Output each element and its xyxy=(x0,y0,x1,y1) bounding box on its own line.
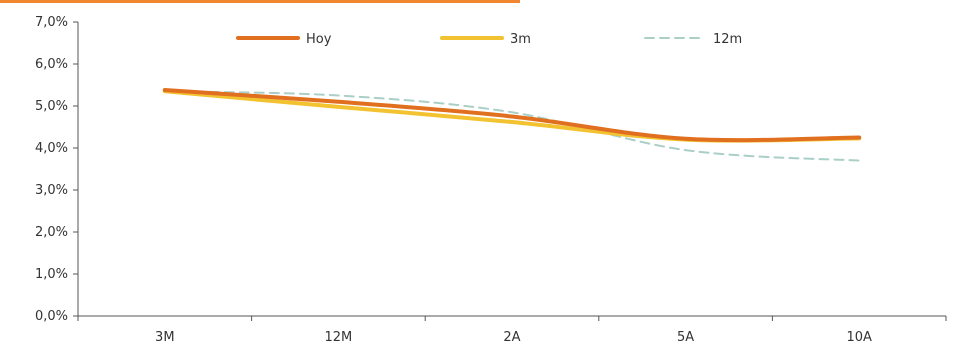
x-tick-label: 5A xyxy=(677,330,694,345)
y-tick-label: 2,0% xyxy=(35,225,68,240)
y-tick-label: 4,0% xyxy=(35,141,68,156)
x-tick-label: 10A xyxy=(846,330,872,345)
series-lines xyxy=(162,88,862,162)
y-tick-label: 7,0% xyxy=(35,15,68,30)
x-tick-label: 12M xyxy=(325,330,353,345)
x-tick-label: 2A xyxy=(503,330,520,345)
y-axis-ticks: 0,0% 1,0% 2,0% 3,0% 4,0% 5,0% 6,0% 7,0% xyxy=(35,15,78,324)
y-tick-label: 5,0% xyxy=(35,99,68,114)
y-tick-label: 0,0% xyxy=(35,309,68,324)
legend-label-12m: 12m xyxy=(713,32,742,47)
legend-label-3m: 3m xyxy=(510,32,531,47)
series-line-hoy xyxy=(162,88,862,143)
y-tick-label: 6,0% xyxy=(35,57,68,72)
axes xyxy=(77,22,946,317)
x-tick-label: 3M xyxy=(155,330,175,345)
x-axis-ticks: 3M 12M 2A 5A 10A xyxy=(77,316,947,345)
series-line-12m xyxy=(163,90,861,162)
legend-label-hoy: Hoy xyxy=(306,32,332,47)
y-tick-label: 1,0% xyxy=(35,267,68,282)
legend: Hoy 3m 12m xyxy=(236,32,742,47)
y-tick-label: 3,0% xyxy=(35,183,68,198)
title-fragment xyxy=(0,0,520,3)
